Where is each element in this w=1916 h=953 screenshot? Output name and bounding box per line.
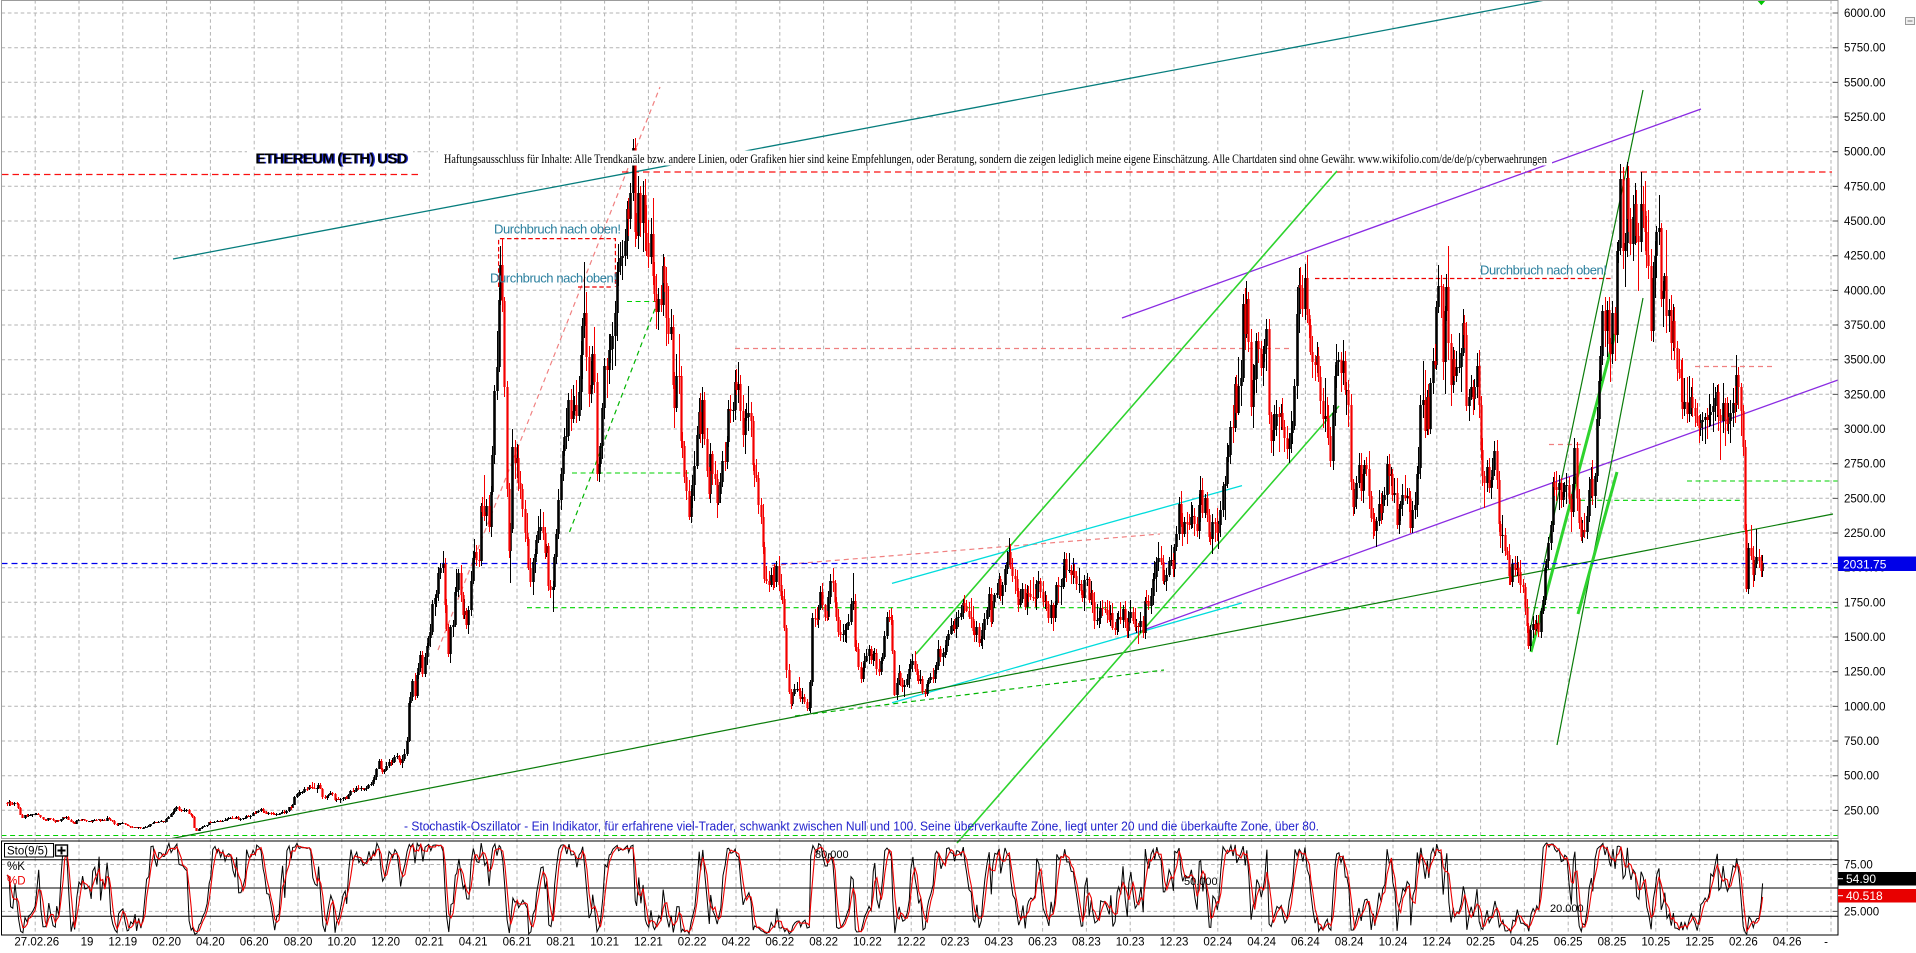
svg-text:Sto(9/5): Sto(9/5) <box>7 846 48 858</box>
svg-text:6000.00: 6000.00 <box>1844 8 1886 20</box>
svg-text:75.00: 75.00 <box>1844 860 1873 872</box>
svg-text:04.22: 04.22 <box>722 937 751 949</box>
svg-text:04.20: 04.20 <box>196 937 225 949</box>
svg-text:50.000: 50.000 <box>1184 876 1218 888</box>
svg-text:08.20: 08.20 <box>284 937 313 949</box>
svg-text:10.21: 10.21 <box>590 937 619 949</box>
svg-text:54.90: 54.90 <box>1846 872 1876 886</box>
svg-text:08.22: 08.22 <box>809 937 838 949</box>
svg-text:06.22: 06.22 <box>765 937 794 949</box>
svg-text:10.24: 10.24 <box>1379 937 1408 949</box>
svg-text:Durchbruch nach oben!: Durchbruch nach oben! <box>490 271 617 286</box>
svg-text:5750.00: 5750.00 <box>1844 43 1886 55</box>
svg-text:5500.00: 5500.00 <box>1844 77 1886 89</box>
svg-text:02.21: 02.21 <box>415 937 444 949</box>
svg-text:2031.75: 2031.75 <box>1843 558 1887 572</box>
svg-text:08.25: 08.25 <box>1598 937 1627 949</box>
svg-text:04.25: 04.25 <box>1510 937 1539 949</box>
svg-text:ETHEREUM (ETH) USD: ETHEREUM (ETH) USD <box>255 150 407 167</box>
svg-text:08.24: 08.24 <box>1335 937 1364 949</box>
svg-text:12.19: 12.19 <box>108 937 137 949</box>
svg-text:04.26: 04.26 <box>1773 937 1802 949</box>
svg-text:08.21: 08.21 <box>546 937 575 949</box>
svg-text:1750.00: 1750.00 <box>1844 597 1886 609</box>
svg-text:06.21: 06.21 <box>503 937 532 949</box>
svg-text:02.22: 02.22 <box>678 937 707 949</box>
svg-text:5250.00: 5250.00 <box>1844 112 1886 124</box>
svg-text:1500.00: 1500.00 <box>1844 632 1886 644</box>
svg-text:2500.00: 2500.00 <box>1844 493 1886 505</box>
svg-text:3250.00: 3250.00 <box>1844 389 1886 401</box>
svg-text:25.000: 25.000 <box>1844 906 1879 918</box>
svg-text:ETHEREUM (ETH) USD: ETHEREUM (ETH) USD <box>257 150 409 167</box>
svg-text:40.518: 40.518 <box>1846 889 1883 903</box>
svg-text:500.00: 500.00 <box>1844 771 1879 783</box>
svg-text:27.02.26: 27.02.26 <box>14 937 59 949</box>
svg-text:12.25: 12.25 <box>1685 937 1714 949</box>
svg-text:Durchbruch nach oben!: Durchbruch nach oben! <box>494 222 621 237</box>
svg-text:4750.00: 4750.00 <box>1844 181 1886 193</box>
svg-text:4000.00: 4000.00 <box>1844 285 1886 297</box>
svg-text:10.20: 10.20 <box>327 937 356 949</box>
svg-text:02.20: 02.20 <box>152 937 181 949</box>
svg-text:250.00: 250.00 <box>1844 805 1879 817</box>
svg-text:2250.00: 2250.00 <box>1844 528 1886 540</box>
svg-text:10.22: 10.22 <box>853 937 882 949</box>
svg-text:1000.00: 1000.00 <box>1844 701 1886 713</box>
svg-text:- Stochastik-Oszillator - Ein: - Stochastik-Oszillator - Ein Indikator,… <box>404 819 1319 834</box>
svg-text:06.24: 06.24 <box>1291 937 1320 949</box>
svg-text:4500.00: 4500.00 <box>1844 216 1886 228</box>
svg-text:10.25: 10.25 <box>1641 937 1670 949</box>
svg-text:Haftungsausschluss für Inhalte: Haftungsausschluss für Inhalte: Alle Tre… <box>444 151 1547 166</box>
svg-text:02.26: 02.26 <box>1729 937 1758 949</box>
svg-text:04.21: 04.21 <box>459 937 488 949</box>
svg-text:12.21: 12.21 <box>634 937 663 949</box>
svg-text:1250.00: 1250.00 <box>1844 667 1886 679</box>
svg-text:20.000: 20.000 <box>1550 903 1584 915</box>
svg-text:02.25: 02.25 <box>1466 937 1495 949</box>
svg-text:06.20: 06.20 <box>240 937 269 949</box>
svg-text:06.23: 06.23 <box>1028 937 1057 949</box>
svg-text:08.23: 08.23 <box>1072 937 1101 949</box>
svg-text:3000.00: 3000.00 <box>1844 424 1886 436</box>
svg-text:-: - <box>1824 937 1828 949</box>
svg-text:10.23: 10.23 <box>1116 937 1145 949</box>
svg-text:12.20: 12.20 <box>371 937 400 949</box>
svg-text:%K: %K <box>7 861 25 873</box>
svg-text:5000.00: 5000.00 <box>1844 147 1886 159</box>
svg-text:2750.00: 2750.00 <box>1844 459 1886 471</box>
svg-text:750.00: 750.00 <box>1844 736 1879 748</box>
svg-text:4250.00: 4250.00 <box>1844 251 1886 263</box>
svg-text:Durchbruch nach oben!: Durchbruch nach oben! <box>1480 263 1607 278</box>
svg-text:02.23: 02.23 <box>941 937 970 949</box>
svg-text:04.24: 04.24 <box>1247 937 1276 949</box>
svg-text:04.23: 04.23 <box>984 937 1013 949</box>
svg-text:06.25: 06.25 <box>1554 937 1583 949</box>
svg-text:12.22: 12.22 <box>897 937 926 949</box>
svg-text:3750.00: 3750.00 <box>1844 320 1886 332</box>
svg-text:02.24: 02.24 <box>1203 937 1232 949</box>
svg-text:12.24: 12.24 <box>1422 937 1451 949</box>
svg-text:%D: %D <box>7 876 26 888</box>
svg-text:3500.00: 3500.00 <box>1844 355 1886 367</box>
svg-text:80.000: 80.000 <box>815 849 849 861</box>
svg-text:12.23: 12.23 <box>1160 937 1189 949</box>
